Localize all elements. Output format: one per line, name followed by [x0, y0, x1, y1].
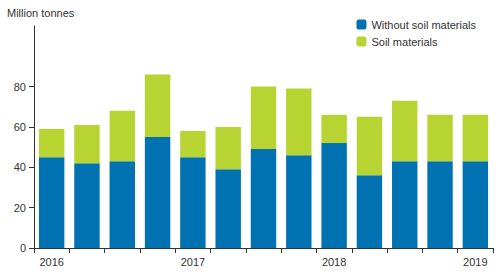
svg-text:80: 80: [14, 81, 26, 93]
svg-text:0: 0: [20, 242, 26, 254]
svg-text:20: 20: [14, 202, 26, 214]
svg-text:Soil materials: Soil materials: [371, 36, 438, 48]
svg-text:60: 60: [14, 121, 26, 133]
svg-text:40: 40: [14, 161, 26, 173]
svg-text:2019: 2019: [463, 256, 487, 268]
svg-text:2017: 2017: [181, 256, 205, 268]
svg-text:2016: 2016: [39, 256, 63, 268]
svg-text:Million tonnes: Million tonnes: [7, 7, 75, 19]
svg-text:2018: 2018: [322, 256, 346, 268]
svg-text:Without soil materials: Without soil materials: [371, 19, 476, 31]
